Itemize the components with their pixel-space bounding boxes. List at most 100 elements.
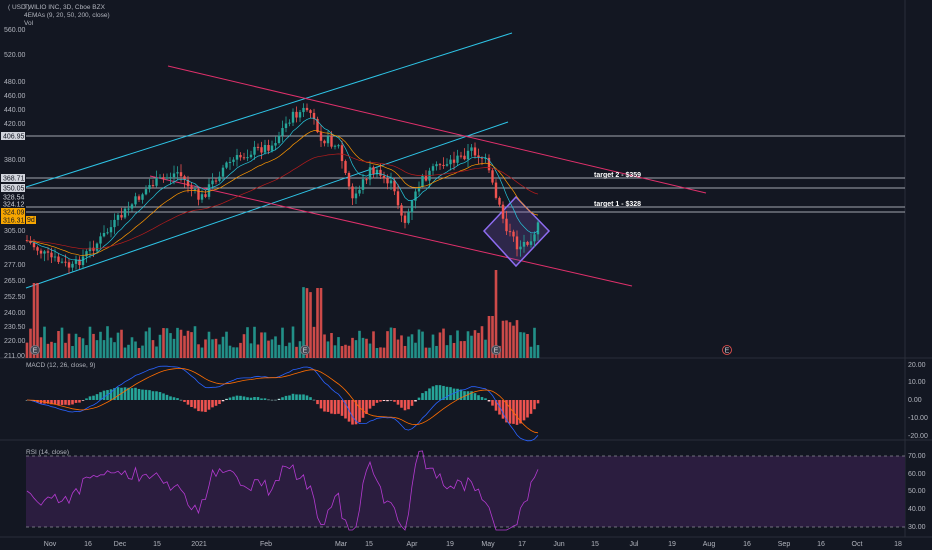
macd-lines [26,365,539,442]
candle-body [176,172,179,174]
blue-channel[interactable] [25,32,513,289]
volume-bar [428,347,431,358]
candle-body [144,189,148,195]
candle-body [529,241,533,245]
currency-label: ( USD ) [8,4,30,11]
candle-body [200,194,204,200]
volume-bar [459,341,463,358]
macd-bar [155,391,158,400]
candle-body [193,189,197,191]
volume-bar [99,331,102,358]
volume-bar [312,326,316,358]
macd-bar [442,385,445,400]
macd-bar [281,397,284,400]
macd-bar [333,400,337,415]
macd-bar [256,397,260,400]
macd-bar [144,389,148,400]
volume-bar [382,347,386,358]
earnings-badge[interactable]: E [722,345,732,355]
macd-bar [284,395,288,400]
volume-bar [361,337,365,358]
time-axis[interactable]: Nov 16 Dec 15 2021 Feb Mar 15 Apr 19 May 17 Jun 15 Jul… [44,541,902,548]
candle-body [39,250,43,254]
macd-bar [302,394,305,400]
macd-bar [305,395,309,400]
volume-bar [95,340,99,358]
macd-bar [291,393,295,400]
ema-legend[interactable]: 4EMAs (9, 20, 50, 200, close) [24,12,110,19]
volume-bar [172,338,176,358]
candle-body [274,143,277,146]
rsi-title[interactable]: RSI (14, close) [26,449,69,456]
volume-bar [526,333,529,358]
macd-bar [533,400,536,410]
macd-bar [109,389,113,400]
price-marker: 316.31 [1,216,25,225]
macd-bar [53,400,57,405]
macd-bar [99,392,102,400]
macd-bar [260,398,263,400]
price-marker: 324.12 [1,200,25,209]
candle-body [134,196,137,205]
volume-legend[interactable]: Vol [24,20,34,27]
candle-body [106,232,109,234]
symbol-title[interactable]: TWILIO INC, 3D, Cboe BZX [24,4,105,11]
candle-body [179,172,183,177]
macd-bar [480,397,484,400]
candle-body [74,259,78,264]
earnings-badge[interactable]: E [300,345,310,355]
earnings-badge[interactable]: E [30,345,40,355]
diamond-pattern[interactable] [482,195,551,268]
countdown-badge: 9d [26,216,36,224]
macd-bar [71,400,74,405]
macd-title[interactable]: MACD (12, 26, close, 9) [26,362,96,369]
volume-bar [176,327,179,358]
macd-bar [50,400,53,405]
volume-bar [470,335,473,358]
time-tick: Jul [630,541,639,548]
target-1-label[interactable]: target 1 - $328 [594,201,641,208]
macd-bar [46,400,50,404]
ema-20 [26,130,539,256]
macd-bar [137,388,141,400]
red-channel[interactable] [149,65,707,287]
macd-bar [319,400,323,409]
candle-body [298,112,302,118]
volume-bar [211,339,214,358]
rsi-tick: 70.00 [908,453,926,460]
volume-bar [480,326,484,358]
candle-body [99,236,102,244]
volume-bar [438,332,442,358]
macd-bar [487,400,491,402]
time-tick: 15 [365,541,373,548]
volume-bar [39,337,43,358]
volume-bar [190,332,193,358]
price-marker: 406.95 [1,132,25,141]
volume-bar [270,339,274,358]
macd-bar [473,393,477,400]
price-tick: 420.00 [4,121,26,128]
volume-bar [333,345,337,358]
earnings-badge[interactable]: E [491,345,501,355]
target-2-label[interactable]: target 2 - $359 [594,172,641,179]
volume-bar [519,332,522,358]
candle-body [319,132,323,141]
macd-bar [452,388,456,400]
macd-bar [60,400,64,405]
candle-body [330,136,333,147]
volume-bar [214,338,218,358]
volume-bar [501,320,505,358]
svg-text:406.95: 406.95 [3,134,25,141]
macd-bar [484,398,487,400]
macd-bar [64,400,67,405]
candle-body [347,172,351,187]
price-marker: 324.09 [1,208,25,217]
price-candles [25,103,540,274]
price-axis[interactable]: 560.00 520.00 480.00 460.00 440.00 420.00 380.… [4,27,26,360]
horizontal-levels[interactable] [26,135,905,213]
candle-body [242,157,246,159]
macd-bar [267,399,270,401]
volume-bar [235,347,239,358]
